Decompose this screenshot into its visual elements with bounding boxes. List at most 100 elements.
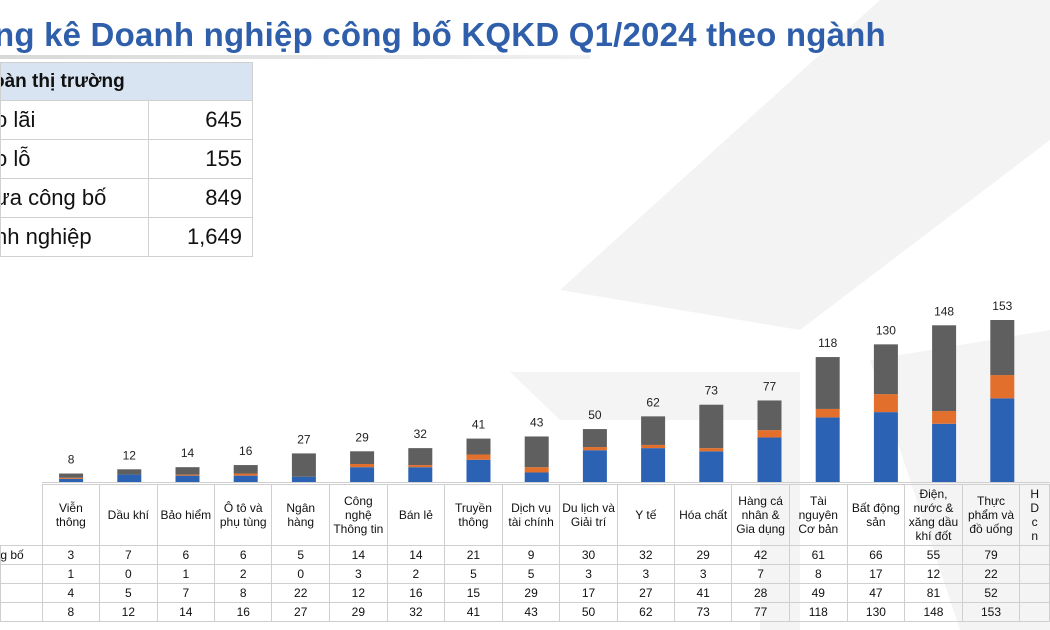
bar-segment-loss: [873, 394, 898, 413]
category-label: Bất động sản: [846, 484, 906, 546]
stacked-bar-chart: 8 12 14 16 27 29 32 41 43 50 62 73 77 118 130 148 153: [42, 299, 1050, 483]
table-cell: 50: [559, 602, 618, 622]
summary-label-total: nh nghiệp: [0, 217, 149, 257]
table-cell: 0: [271, 564, 330, 584]
bar-segment-loss: [932, 411, 957, 424]
table-cell: 22: [961, 564, 1021, 584]
bar-segment-profit: [175, 475, 200, 482]
data-table: Viễn thông Dầu khí Bảo hiểm Ô tô và phụ tùng N…: [0, 484, 1050, 622]
table-cell: 17: [559, 583, 618, 603]
total-data-label: 118: [818, 336, 837, 350]
table-cell: 2: [386, 564, 446, 584]
table-cell: 3: [329, 564, 388, 584]
table-cell: 22: [271, 583, 330, 603]
category-label: Du lịch và Giải trí: [559, 484, 618, 546]
bar-segment-loss: [466, 454, 491, 460]
table-cell: 14: [329, 545, 388, 565]
category-label: Thực phẩm và đồ uống: [961, 484, 1021, 546]
bar-segment-profit: [524, 472, 549, 482]
bar-segment-loss: [524, 467, 549, 473]
category-header-row: Viễn thông Dầu khí Bảo hiểm Ô tô và phụ tùng N…: [0, 484, 1050, 546]
bar-segment-unpublished: [59, 473, 84, 478]
bar-segment-unpublished: [291, 453, 316, 477]
bar-segment-unpublished: [873, 344, 898, 395]
table-cell: 29: [501, 583, 561, 603]
summary-row: o lỗ 155: [0, 139, 253, 179]
total-data-label: 8: [68, 453, 75, 467]
total-data-label: 32: [414, 427, 428, 441]
total-data-label: 62: [646, 395, 660, 409]
summary-label-profit: o lãi: [0, 100, 149, 140]
summary-value-unpublished: 849: [148, 178, 253, 218]
market-summary-table: oàn thị trường o lãi 645 o lỗ 155 ưa côn…: [0, 62, 253, 257]
total-data-label: 16: [239, 444, 253, 458]
row-label: [0, 602, 43, 622]
table-cell: 27: [616, 583, 675, 603]
table-cell: 12: [99, 602, 158, 622]
summary-value-total: 1,649: [148, 217, 253, 257]
table-cell: 12: [904, 564, 963, 584]
bar-segment-loss: [757, 430, 782, 438]
summary-value-loss: 155: [148, 139, 253, 179]
table-cell: 73: [673, 602, 733, 622]
table-cell: [1019, 564, 1050, 584]
table-cell: 27: [271, 602, 330, 622]
table-cell: 3: [41, 545, 101, 565]
table-cell: 16: [214, 602, 273, 622]
category-label: Dịch vụ tài chính: [501, 484, 561, 546]
table-cell: 61: [788, 545, 848, 565]
bar-segment-unpublished: [932, 325, 957, 412]
bar-segment-profit: [291, 476, 316, 482]
summary-row: ưa công bố 849: [0, 178, 253, 218]
table-cell: 79: [961, 545, 1021, 565]
table-cell: 41: [444, 602, 503, 622]
bar-segment-unpublished: [641, 416, 666, 445]
table-cell: 130: [846, 602, 906, 622]
bar-segment-unpublished: [990, 320, 1015, 376]
bar-segment-unpublished: [117, 469, 142, 475]
table-row-total: 8 12 14 16 27 29 32 41 43 50 62 73 77 118 130 148 153: [0, 602, 1050, 622]
bar-segment-profit: [990, 398, 1015, 482]
bar-segment-unpublished: [408, 448, 433, 466]
summary-header: oàn thị trường: [0, 62, 253, 101]
table-cell: 3: [616, 564, 675, 584]
table-cell: 5: [501, 564, 561, 584]
table-cell: 153: [961, 602, 1021, 622]
bar-segment-profit: [350, 467, 375, 482]
summary-label-loss: o lỗ: [0, 139, 149, 179]
table-cell: 118: [788, 602, 848, 622]
bar-segment-unpublished: [582, 429, 607, 448]
bar-segment-unpublished: [757, 400, 782, 431]
total-data-label: 12: [123, 448, 137, 462]
table-cell: 3: [559, 564, 618, 584]
row-label: [0, 583, 43, 603]
table-cell: 5: [99, 583, 158, 603]
table-cell: 21: [444, 545, 503, 565]
bar-segment-unpublished: [466, 438, 491, 455]
table-cell: 17: [846, 564, 906, 584]
table-cell: [1019, 602, 1050, 622]
total-data-label: 27: [297, 432, 311, 446]
table-cell: 4: [41, 583, 101, 603]
category-label: Hóa chất: [673, 484, 733, 546]
category-label: Y tế: [616, 484, 675, 546]
table-cell: 1: [41, 564, 101, 584]
total-data-label: 130: [876, 323, 896, 337]
bar-segment-unpublished: [524, 436, 549, 468]
table-cell: 8: [214, 583, 273, 603]
summary-row: nh nghiệp 1,649: [0, 217, 253, 257]
category-label: Hàng cá nhân & Gia dụng: [731, 484, 790, 546]
table-cell: 14: [156, 602, 216, 622]
bar-segment-unpublished: [175, 467, 200, 475]
total-data-label: 148: [934, 304, 954, 318]
bar-segment-profit: [641, 448, 666, 482]
summary-label-unpublished: ưa công bố: [0, 178, 149, 218]
summary-value-profit: 645: [148, 100, 253, 140]
category-label: Công nghệ Thông tin: [329, 484, 388, 546]
table-cell: 14: [386, 545, 446, 565]
table-cell: 49: [788, 583, 848, 603]
bar-segment-profit: [233, 475, 258, 482]
summary-row: o lãi 645: [0, 100, 253, 140]
bar-segment-profit: [757, 437, 782, 482]
